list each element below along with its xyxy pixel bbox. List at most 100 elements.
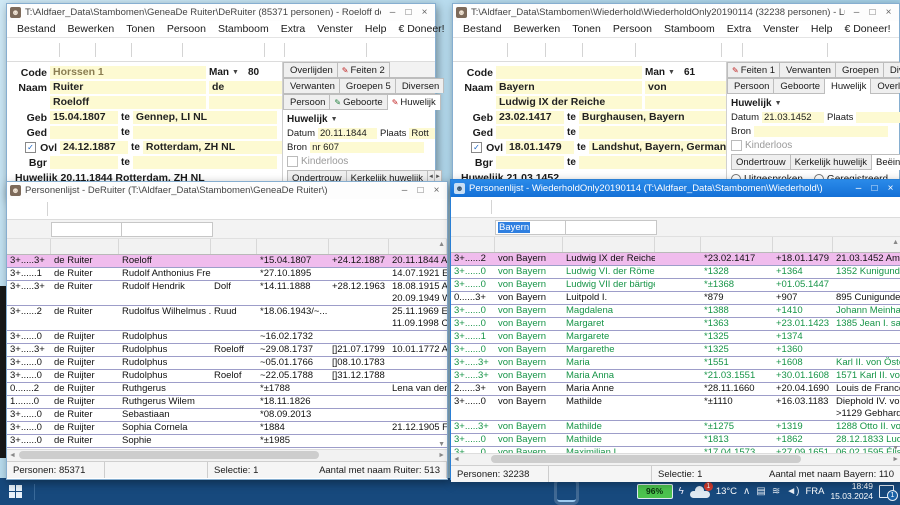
column-header[interactable]	[563, 237, 655, 252]
sub-tab[interactable]: Kerkelijk huwelijk	[789, 154, 872, 169]
ged-plaats-field[interactable]	[578, 126, 735, 139]
teamviewer-icon[interactable]	[527, 482, 546, 501]
table-row[interactable]: 3+......0 von Bayern Mathilde *1813 +186…	[451, 434, 900, 447]
menu-item[interactable]: Stamboom	[217, 23, 269, 35]
save-icon[interactable]	[42, 42, 58, 58]
scrollbar-thumb[interactable]	[19, 451, 319, 459]
view-form-icon[interactable]	[687, 42, 703, 58]
word-icon[interactable]	[135, 482, 154, 501]
laptop-icon[interactable]: ▤	[756, 486, 766, 497]
column-header[interactable]	[211, 239, 257, 254]
table-row[interactable]: 3+......0 de Ruijter Rudolphus ~16.02.17…	[7, 331, 447, 344]
menu-item[interactable]: Help	[810, 23, 833, 35]
view-split-icon[interactable]	[703, 42, 719, 58]
table-row[interactable]: 3+......0 von Bayern Maximilian I. *17.0…	[451, 447, 900, 453]
media-dropdown-icon[interactable]	[78, 42, 94, 58]
bgr-plaats-field[interactable]	[578, 156, 735, 169]
column-header[interactable]	[329, 239, 389, 254]
menu-item[interactable]: Venster	[317, 23, 353, 35]
horizontal-scrollbar[interactable]: ◄ ►	[451, 453, 900, 465]
bgr-plaats-field[interactable]	[132, 156, 277, 169]
gender-select[interactable]: Man	[645, 67, 665, 78]
ged-datum-field[interactable]	[496, 126, 564, 139]
menu-item[interactable]: Tonen	[572, 23, 601, 35]
minimize-button[interactable]: –	[401, 185, 408, 196]
view-form-icon[interactable]	[231, 42, 247, 58]
language-indicator[interactable]: FRA	[805, 486, 825, 497]
menu-item[interactable]: Venster	[763, 23, 799, 35]
home-icon[interactable]	[149, 42, 165, 58]
lock-icon[interactable]	[28, 201, 45, 217]
ovl-plaats-field[interactable]: Rotterdam, ZH NL	[142, 141, 287, 154]
pdf-xchange-icon[interactable]	[375, 482, 394, 501]
start-button[interactable]	[0, 478, 30, 505]
maximize-button[interactable]: □	[871, 183, 878, 194]
kinderloos-checkbox[interactable]: ✓	[731, 139, 742, 151]
view-list-icon[interactable]	[638, 42, 654, 58]
clock[interactable]: 18:49 15.03.2024	[830, 481, 873, 501]
maximize-button[interactable]: □	[417, 185, 424, 196]
tab[interactable]: Overlijden	[870, 78, 900, 93]
menu-item[interactable]: Stamboom	[663, 23, 715, 35]
table-row[interactable]: 3+.....3+ de Ruiter Rudolf Hendrik Dolf …	[7, 281, 447, 306]
sub-tab[interactable]: Ondertrouw	[731, 154, 791, 169]
report-icon[interactable]	[62, 42, 78, 58]
view-table-icon[interactable]	[670, 42, 686, 58]
new-list-icon[interactable]	[455, 199, 472, 215]
table-row[interactable]: 3+......0 de Ruijter Rudolphus Roelof ~2…	[7, 370, 447, 383]
open-dropdown-icon[interactable]	[473, 42, 489, 58]
kinderloos-checkbox[interactable]: ✓	[287, 155, 298, 167]
ged-plaats-field[interactable]	[132, 126, 277, 139]
achternaam-filter-input[interactable]: Bayern	[495, 220, 569, 235]
onenote-icon[interactable]	[225, 482, 244, 501]
menu-item[interactable]: € Doneer!	[844, 23, 891, 35]
edge-icon[interactable]	[45, 482, 64, 501]
column-header[interactable]	[773, 237, 833, 252]
column-header[interactable]	[119, 239, 211, 254]
menu-item[interactable]: € Doneer!	[398, 23, 445, 35]
woman-green-icon[interactable]	[846, 42, 862, 58]
back-icon[interactable]	[133, 42, 149, 58]
table-row[interactable]: 3+.....3+ von Bayern Maria *1551 +1608 K…	[451, 357, 900, 370]
excel-icon[interactable]	[165, 482, 184, 501]
couple-icon[interactable]	[400, 42, 416, 58]
table-row[interactable]: 3+......0 de Ruijter Rudolphus ~05.01.17…	[7, 357, 447, 370]
titlebar[interactable]: ☻ T:\Aldfaer_Data\Stambomen\GeneaDe Ruit…	[7, 4, 435, 21]
address-book-icon[interactable]	[415, 42, 431, 58]
plaats-field[interactable]	[856, 111, 900, 123]
male-person-icon[interactable]	[98, 42, 114, 58]
table-row[interactable]: 3+......0 von Bayern Ludwig VI. der Röme…	[451, 266, 900, 279]
voornaam-filter-input[interactable]	[565, 220, 657, 235]
woman-green-icon[interactable]	[384, 42, 400, 58]
titlebar[interactable]: ☻ Personenlijst - DeRuiter (T:\Aldfaer_D…	[7, 182, 447, 199]
scrollbar-thumb[interactable]	[491, 455, 801, 463]
table-row[interactable]: 3+......2 von Bayern Ludwig IX der Reich…	[451, 253, 900, 266]
table-row[interactable]: 3+.....3+ de Ruijter Rudolphus Roeloff ~…	[7, 344, 447, 357]
table-row[interactable]: 0......3+ von Bayern Luitpold I. *879 +9…	[451, 292, 900, 305]
column-header[interactable]	[495, 237, 563, 252]
column-header[interactable]	[833, 237, 900, 252]
bron-field[interactable]	[754, 125, 889, 137]
geb-plaats-field[interactable]: Burghausen, Bayern	[578, 111, 735, 124]
table-row[interactable]: 0......3+ de Ruijter Stamvader *±1565 n …	[7, 448, 447, 449]
man-green-icon[interactable]	[369, 42, 385, 58]
new-person-icon[interactable]	[457, 42, 473, 58]
table-row[interactable]: 0.......2 de Ruijter Ruthgerus *±1788 Le…	[7, 383, 447, 396]
ovl-plaats-field[interactable]: Landshut, Bayern, Germany	[588, 141, 745, 154]
tab[interactable]: Persoon	[727, 78, 775, 93]
gender-select[interactable]: Man	[209, 67, 229, 78]
minimize-button[interactable]: –	[855, 183, 862, 194]
column-header[interactable]	[701, 237, 773, 252]
menu-item[interactable]: Persoon	[166, 23, 206, 35]
voornaam-filter-input[interactable]	[121, 222, 213, 237]
horizontal-scrollbar[interactable]: ◄ ►	[7, 449, 447, 461]
titlebar[interactable]: ☻ T:\Aldfaer_Data\Stambomen\Wiederhold\W…	[453, 4, 899, 21]
view-cards-icon[interactable]	[200, 42, 216, 58]
inkscape-icon[interactable]	[467, 482, 486, 501]
media-player-icon[interactable]	[315, 482, 334, 501]
kwartierstaat-icon[interactable]	[761, 42, 777, 58]
new-person-icon[interactable]	[11, 42, 27, 58]
action-center-icon[interactable]: 1	[879, 485, 898, 501]
roepnaam-field[interactable]	[645, 96, 741, 109]
red-sync-icon[interactable]	[497, 482, 516, 501]
